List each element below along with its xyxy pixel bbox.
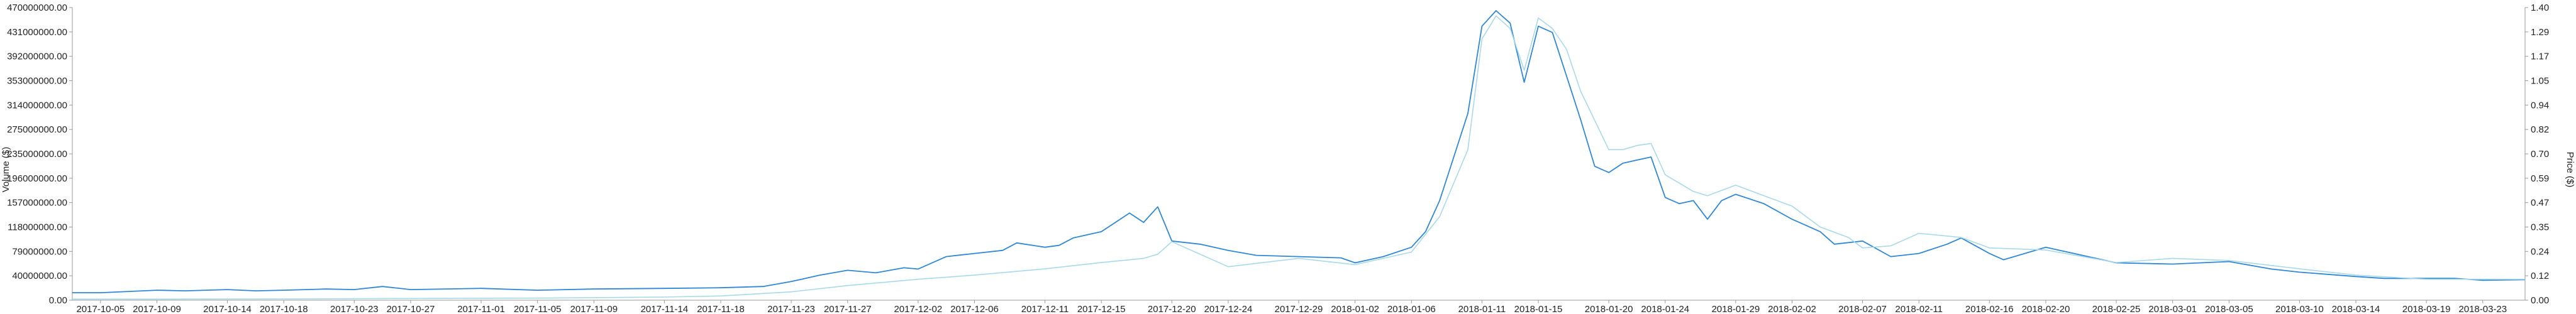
y-right-tick-label: 0.47 (2531, 198, 2549, 208)
x-tick-label: 2017-11-05 (514, 304, 562, 314)
x-tick-label: 2017-10-09 (133, 304, 181, 314)
x-tick-label: 2017-11-23 (767, 304, 815, 314)
x-tick-label: 2017-10-27 (387, 304, 435, 314)
x-tick-label: 2017-11-14 (641, 304, 689, 314)
x-tick-label: 2018-02-16 (1965, 304, 2014, 314)
y-left-tick-label: 431000000.00 (7, 27, 67, 38)
y-left-axis-title: Volume ($) (1, 147, 11, 193)
y-left-tick-label: 353000000.00 (7, 76, 67, 87)
y-left-tick-label: 235000000.00 (7, 149, 67, 160)
y-right-tick-label: 0.00 (2531, 295, 2549, 306)
x-tick-label: 2017-10-18 (260, 304, 308, 314)
y-left-tick-label: 157000000.00 (7, 198, 67, 208)
x-tick-label: 2017-11-09 (570, 304, 618, 314)
y-right-tick-label: 0.12 (2531, 271, 2549, 281)
x-tick-label: 2017-10-23 (330, 304, 379, 314)
x-tick-label: 2018-03-23 (2458, 304, 2507, 314)
x-tick-label: 2017-12-06 (950, 304, 999, 314)
x-tick-label: 2018-01-29 (1711, 304, 1760, 314)
x-tick-label: 2017-12-20 (1148, 304, 1196, 314)
y-right-tick-label: 1.40 (2531, 3, 2549, 13)
x-tick-label: 2018-01-11 (1458, 304, 1506, 314)
y-left-tick-label: 79000000.00 (12, 246, 67, 257)
y-left-tick-label: 40000000.00 (12, 271, 67, 281)
y-right-tick-label: 1.17 (2531, 51, 2549, 62)
x-tick-label: 2018-01-24 (1641, 304, 1689, 314)
x-tick-label: 2018-02-02 (1768, 304, 1816, 314)
y-right-axis-title: Price ($) (2565, 152, 2575, 188)
x-tick-label: 2018-01-06 (1387, 304, 1436, 314)
y-right-tick-label: 1.29 (2531, 27, 2549, 38)
y-right-tick-label: 0.82 (2531, 124, 2549, 135)
x-tick-label: 2018-01-20 (1585, 304, 1633, 314)
y-right-tick-label: 0.35 (2531, 222, 2549, 233)
y-left-tick-label: 196000000.00 (7, 173, 67, 184)
x-tick-label: 2018-03-14 (2332, 304, 2380, 314)
x-tick-label: 2018-03-01 (2148, 304, 2197, 314)
x-tick-label: 2018-03-19 (2402, 304, 2451, 314)
x-tick-label: 2017-12-11 (1021, 304, 1069, 314)
x-tick-label: 2017-11-01 (457, 304, 505, 314)
y-right-tick-label: 0.24 (2531, 246, 2549, 257)
x-tick-label: 2017-12-15 (1077, 304, 1126, 314)
x-tick-label: 2018-02-20 (2022, 304, 2070, 314)
x-tick-label: 2017-12-02 (894, 304, 942, 314)
x-tick-label: 2017-11-18 (697, 304, 745, 314)
x-tick-label: 2018-02-11 (1895, 304, 1943, 314)
x-tick-label: 2017-12-24 (1204, 304, 1253, 314)
x-tick-label: 2018-02-25 (2092, 304, 2141, 314)
y-right-tick-label: 0.70 (2531, 149, 2549, 160)
y-right-tick-label: 0.94 (2531, 100, 2549, 111)
y-right-tick-label: 0.59 (2531, 173, 2549, 184)
x-tick-label: 2018-01-15 (1514, 304, 1563, 314)
y-left-tick-label: 314000000.00 (7, 100, 67, 111)
axes-layer (69, 7, 2528, 303)
y-left-tick-label: 470000000.00 (7, 3, 67, 13)
x-tick-label: 2017-10-05 (76, 304, 125, 314)
y-left-tick-label: 118000000.00 (8, 222, 67, 233)
x-tick-label: 2017-11-27 (824, 304, 872, 314)
x-tick-label: 2018-03-05 (2205, 304, 2253, 314)
y-left-tick-label: 275000000.00 (7, 124, 67, 135)
x-tick-label: 2018-02-07 (1838, 304, 1887, 314)
y-right-tick-label: 1.05 (2531, 76, 2549, 87)
series-layer (72, 10, 2526, 300)
x-tick-label: 2018-03-10 (2275, 304, 2324, 314)
price-series-line (72, 15, 2525, 300)
y-left-tick-label: 392000000.00 (7, 51, 67, 62)
x-tick-label: 2018-01-02 (1331, 304, 1379, 314)
x-tick-label: 2017-12-29 (1275, 304, 1323, 314)
y-left-tick-label: 0.00 (49, 295, 67, 306)
x-tick-label: 2017-10-14 (203, 304, 252, 314)
volume-series-line (72, 10, 2526, 294)
labels-layer: 0.00 40000000.00 79000000.00 118000000.00 15… (7, 3, 2549, 314)
